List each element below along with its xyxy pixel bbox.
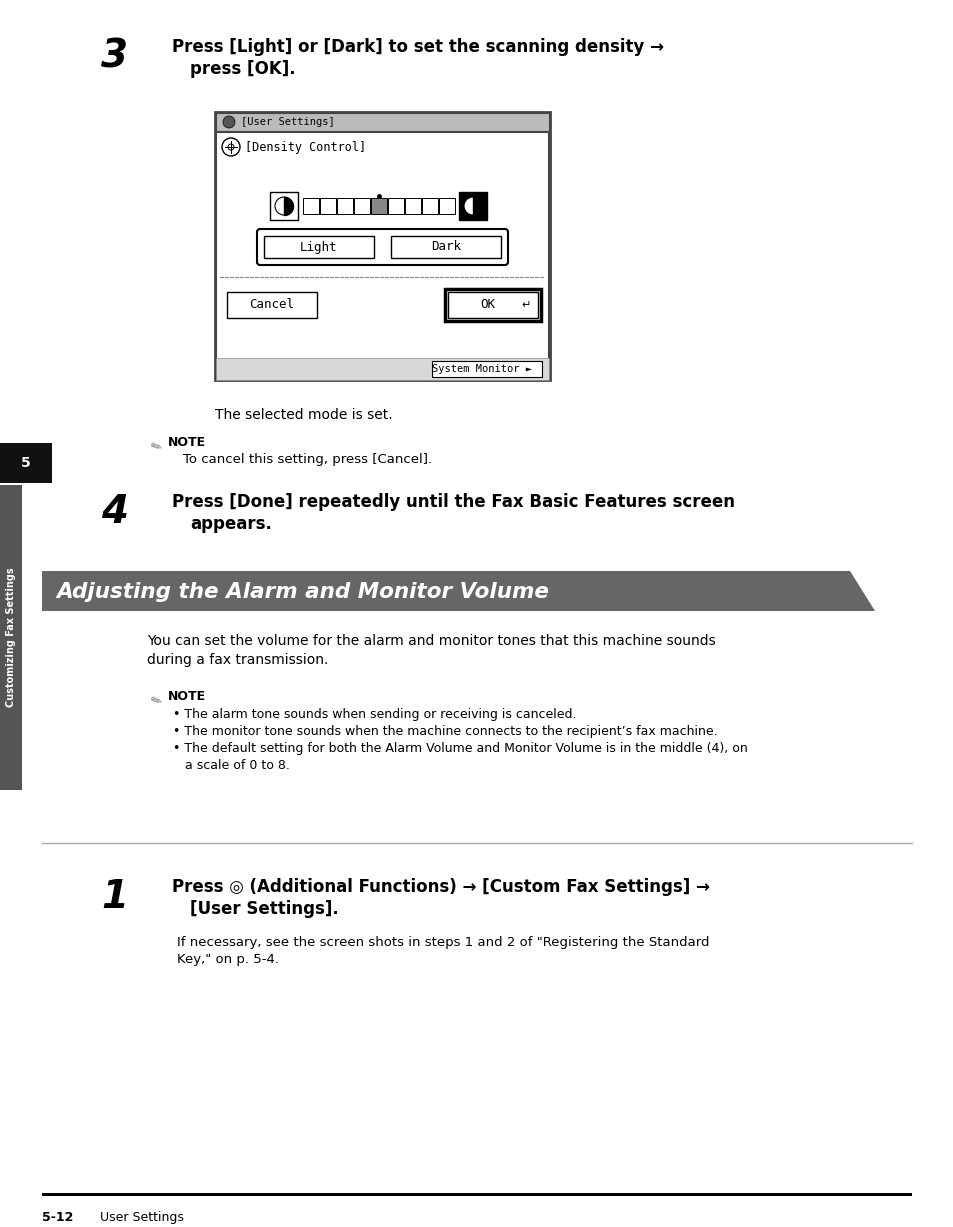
Bar <box>218 136 546 158</box>
Text: Dark: Dark <box>431 240 460 254</box>
Text: a scale of 0 to 8.: a scale of 0 to 8. <box>172 760 290 772</box>
Bar <box>371 198 387 213</box>
Text: The selected mode is set.: The selected mode is set. <box>214 409 393 422</box>
Text: [Density Control]: [Density Control] <box>245 141 366 153</box>
Text: OK: OK <box>480 298 495 312</box>
Text: Key," on p. 5-4.: Key," on p. 5-4. <box>177 953 278 966</box>
Text: 4: 4 <box>101 493 128 531</box>
Bar <box>42 1193 911 1196</box>
Bar <box>432 361 541 377</box>
Text: To cancel this setting, press [Cancel].: To cancel this setting, press [Cancel]. <box>183 453 432 466</box>
Bar <box>458 191 486 220</box>
Text: 5: 5 <box>21 456 30 470</box>
Bar <box>215 113 548 131</box>
Bar <box>215 133 548 380</box>
Text: • The default setting for both the Alarm Volume and Monitor Volume is in the mid: • The default setting for both the Alarm… <box>172 742 747 755</box>
Circle shape <box>223 117 234 128</box>
Text: User Settings: User Settings <box>100 1211 184 1225</box>
Text: Press ◎ (Additional Functions) → [Custom Fax Settings] →: Press ◎ (Additional Functions) → [Custom… <box>172 879 709 896</box>
Bar <box>270 191 297 220</box>
Text: ✏: ✏ <box>148 692 164 709</box>
Text: If necessary, see the screen shots in steps 1 and 2 of "Registering the Standard: If necessary, see the screen shots in st… <box>177 936 709 948</box>
Text: 3: 3 <box>101 38 128 76</box>
Bar <box>214 112 550 380</box>
Text: Press [Done] repeatedly until the Fax Basic Features screen: Press [Done] repeatedly until the Fax Ba… <box>172 493 734 510</box>
Bar <box>0 485 22 790</box>
Text: 5-12: 5-12 <box>42 1211 73 1225</box>
Bar <box>227 292 316 318</box>
FancyBboxPatch shape <box>256 229 507 265</box>
Bar <box>319 198 335 213</box>
Text: ↵: ↵ <box>520 299 530 310</box>
Bar <box>42 571 919 611</box>
Text: System Monitor ►: System Monitor ► <box>432 364 532 374</box>
Bar <box>388 198 403 213</box>
Polygon shape <box>849 571 924 611</box>
Text: NOTE: NOTE <box>168 690 206 703</box>
Bar <box>303 198 318 213</box>
Bar <box>448 292 537 318</box>
Circle shape <box>222 137 240 156</box>
Text: Light: Light <box>300 240 337 254</box>
Text: during a fax transmission.: during a fax transmission. <box>147 653 328 667</box>
Bar <box>336 198 353 213</box>
Bar <box>438 198 455 213</box>
Circle shape <box>463 198 481 215</box>
Text: NOTE: NOTE <box>168 436 206 449</box>
Bar <box>444 290 540 321</box>
Bar <box>405 198 420 213</box>
Bar <box>354 198 370 213</box>
Bar <box>264 236 374 258</box>
Bar <box>215 358 548 380</box>
Text: You can set the volume for the alarm and monitor tones that this machine sounds: You can set the volume for the alarm and… <box>147 634 715 648</box>
Text: Adjusting the Alarm and Monitor Volume: Adjusting the Alarm and Monitor Volume <box>56 582 548 602</box>
Text: press [OK].: press [OK]. <box>190 60 295 79</box>
Text: appears.: appears. <box>190 515 272 533</box>
Text: • The monitor tone sounds when the machine connects to the recipient’s fax machi: • The monitor tone sounds when the machi… <box>172 725 717 737</box>
Text: ✏: ✏ <box>148 438 164 455</box>
Text: Press [Light] or [Dark] to set the scanning density →: Press [Light] or [Dark] to set the scann… <box>172 38 663 56</box>
Text: [User Settings]: [User Settings] <box>241 117 335 128</box>
Text: 1: 1 <box>101 879 128 917</box>
Bar <box>421 198 437 213</box>
Bar <box>0 443 52 483</box>
Text: Customizing Fax Settings: Customizing Fax Settings <box>6 568 16 707</box>
Text: • The alarm tone sounds when sending or receiving is canceled.: • The alarm tone sounds when sending or … <box>172 708 576 721</box>
Bar <box>391 236 500 258</box>
Text: Cancel: Cancel <box>250 298 294 312</box>
Text: [User Settings].: [User Settings]. <box>190 899 338 918</box>
